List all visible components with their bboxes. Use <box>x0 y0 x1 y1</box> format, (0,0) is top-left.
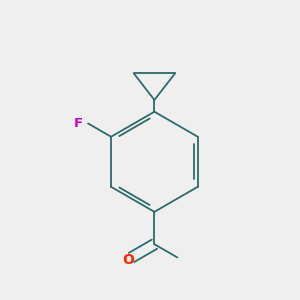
Text: O: O <box>123 254 134 267</box>
Text: F: F <box>74 117 83 130</box>
